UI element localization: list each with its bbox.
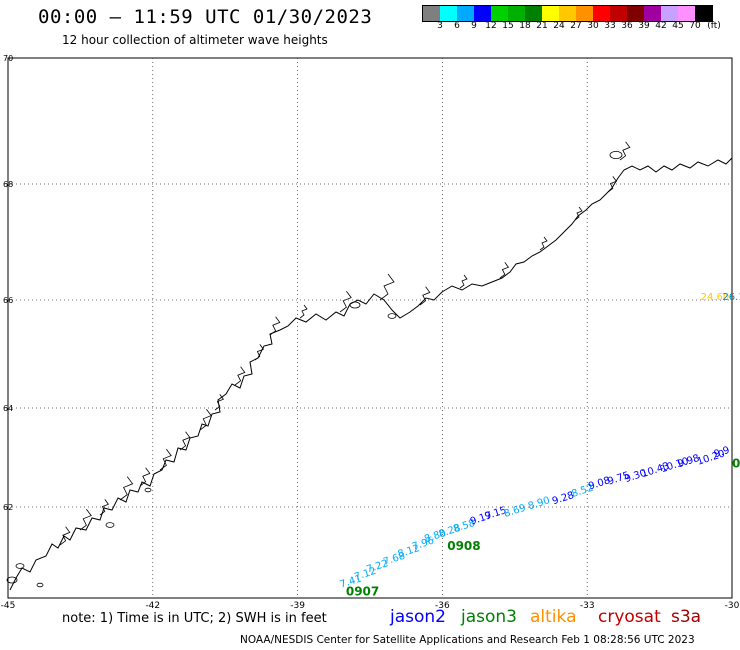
lon-tick-label: -33 bbox=[580, 601, 595, 611]
fjord-path bbox=[59, 526, 71, 546]
colorbar-swatch bbox=[542, 6, 559, 21]
colorbar-tick-label: 39 bbox=[638, 21, 650, 31]
wave-height-label: 9.9 bbox=[713, 445, 732, 460]
colorbar-tick-label: 12 bbox=[485, 21, 497, 31]
lon-tick-label: -39 bbox=[290, 601, 305, 611]
lat-tick-label: 66 bbox=[3, 296, 13, 305]
lon-tick-label: -36 bbox=[435, 601, 450, 611]
colorbar-swatch bbox=[457, 6, 474, 21]
satellite-legend-altika: altika bbox=[530, 607, 577, 627]
island-outline bbox=[609, 150, 623, 159]
colorbar-swatch bbox=[423, 6, 440, 21]
fjord-path bbox=[214, 394, 225, 411]
colorbar-tick-label: 21 bbox=[536, 21, 548, 31]
lon-tick-label: -30 bbox=[725, 601, 740, 611]
colorbar-tick-label: 70 bbox=[689, 21, 701, 31]
island-outline bbox=[349, 301, 361, 309]
lat-tick-label: 68 bbox=[3, 180, 13, 189]
fjord-path bbox=[339, 290, 352, 313]
note-text: note: 1) Time is in UTC; 2) SWH is in fe… bbox=[62, 611, 327, 626]
colorbar-swatch bbox=[525, 6, 542, 21]
pass-time-label: 0907 bbox=[346, 584, 379, 598]
colorbar-tick-label: 9 bbox=[471, 21, 477, 31]
colorbar-tick-label: 42 bbox=[655, 21, 667, 31]
colorbar-swatch bbox=[508, 6, 525, 21]
footer-credit: NOAA/NESDIS Center for Satellite Applica… bbox=[240, 634, 695, 646]
colorbar-swatch bbox=[695, 6, 712, 21]
greenland-coastline bbox=[6, 141, 733, 591]
colorbar-tick-label: 33 bbox=[604, 21, 616, 31]
fjord-path bbox=[79, 508, 92, 531]
colorbar-swatch bbox=[610, 6, 627, 21]
fjord-path bbox=[234, 366, 246, 386]
colorbar-swatch bbox=[559, 6, 576, 21]
map-grid bbox=[8, 58, 732, 598]
fjord-path bbox=[299, 304, 308, 319]
lon-tick-label: -45 bbox=[1, 601, 16, 611]
fjord-path bbox=[619, 141, 631, 161]
colorbar-swatch bbox=[576, 6, 593, 21]
fjord-path bbox=[574, 206, 583, 221]
coastline-path bbox=[9, 157, 733, 591]
colorbar-swatch bbox=[440, 6, 457, 21]
island-outline bbox=[15, 563, 25, 569]
map-title: 00:00 — 11:59 UTC 01/30/2023 bbox=[38, 6, 373, 28]
fjord-path bbox=[607, 176, 618, 193]
fjord-path bbox=[199, 408, 212, 431]
track-labels: 7.417.127.227.688.127.968.808.288.589.17… bbox=[339, 292, 740, 598]
fjord-path bbox=[459, 274, 468, 289]
colorbar-tick-label: 6 bbox=[454, 21, 460, 31]
fjord-path bbox=[499, 262, 510, 279]
colorbar-swatch bbox=[678, 6, 695, 21]
fjord-path bbox=[179, 431, 191, 451]
island-outline bbox=[144, 487, 152, 493]
map-subtitle: 12 hour collection of altimeter wave hei… bbox=[62, 33, 328, 47]
lat-tick-label: 62 bbox=[3, 503, 13, 512]
fjord-path bbox=[159, 448, 172, 471]
colorbar-tick-label: 18 bbox=[519, 21, 531, 31]
colorbar-tick-label: 30 bbox=[587, 21, 599, 31]
colorbar-swatch bbox=[474, 6, 491, 21]
colorbar-swatch bbox=[593, 6, 610, 21]
satellite-legend-s3a: s3a bbox=[671, 607, 702, 627]
colorbar-swatch bbox=[491, 6, 508, 21]
fjord-path bbox=[269, 316, 281, 336]
pass-time-label: 09 bbox=[732, 456, 740, 470]
colorbar-tick-label: 24 bbox=[553, 21, 565, 31]
colorbar-swatch bbox=[644, 6, 661, 21]
colorbar-swatch bbox=[627, 6, 644, 21]
colorbar-tick-label: 45 bbox=[672, 21, 684, 31]
fjord-path bbox=[419, 286, 431, 306]
fjord-path bbox=[99, 499, 110, 516]
fjord-path bbox=[539, 236, 548, 251]
lat-tick-label: 64 bbox=[3, 404, 13, 413]
island-outline bbox=[387, 313, 397, 319]
pass-time-label: 0908 bbox=[447, 539, 480, 553]
colorbar-tick-label: 15 bbox=[502, 21, 514, 31]
colorbar-tick-label: 36 bbox=[621, 21, 633, 31]
fjord-path bbox=[379, 273, 395, 301]
lat-tick-label: 70 bbox=[3, 54, 13, 63]
satellite-legend-cryosat: cryosat bbox=[598, 607, 661, 627]
colorbar-swatch bbox=[661, 6, 678, 21]
axis-ticks: -45 -42 -39 -36 -33 -30 70 68 66 64 62 bbox=[1, 54, 740, 611]
wave-height-label: 24.60 bbox=[701, 292, 730, 303]
island-outline bbox=[36, 582, 44, 588]
island-outline bbox=[6, 576, 18, 584]
fjord-path bbox=[254, 344, 265, 361]
fjord-path bbox=[119, 476, 134, 501]
fjord-path bbox=[139, 467, 151, 487]
satellite-legend-jason3: jason3 bbox=[461, 607, 517, 627]
colorbar-tick-label: 3 bbox=[437, 21, 443, 31]
colorbar-unit-label: (ft) bbox=[707, 21, 721, 31]
satellite-legend-jason2: jason2 bbox=[390, 607, 446, 627]
island-outline bbox=[105, 522, 115, 528]
wave-height-label: 26.13 bbox=[722, 292, 740, 303]
lon-tick-label: -42 bbox=[145, 601, 160, 611]
map-frame bbox=[7, 57, 733, 599]
colorbar bbox=[422, 5, 713, 22]
colorbar-tick-label: 27 bbox=[570, 21, 582, 31]
